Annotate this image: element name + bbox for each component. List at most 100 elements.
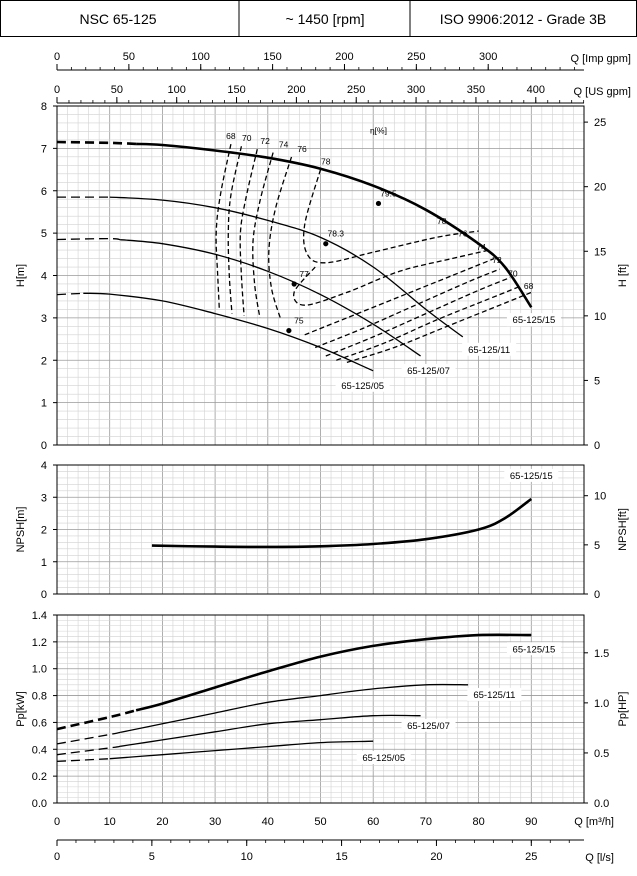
axis-tick-label: 15 (335, 851, 347, 863)
axis-tick-label: 300 (479, 51, 497, 63)
axis-tick-label: 5 (149, 851, 155, 863)
y-right-tick-label: 25 (594, 117, 606, 129)
axis-tick-label: 10 (104, 816, 116, 828)
axis-tick-label: 350 (467, 84, 485, 96)
y-right-tick-label: 1.0 (594, 698, 609, 710)
axis-tick-label: 300 (407, 84, 425, 96)
series-label-background (356, 751, 411, 765)
efficiency-point (291, 281, 297, 287)
efficiency-curve (336, 285, 522, 361)
series-label-background (506, 313, 561, 327)
y-right-tick-label: 5 (594, 375, 600, 387)
axis-tick-label: 25 (525, 851, 537, 863)
efficiency-curve-label: 74 (279, 140, 289, 150)
series-line (109, 196, 464, 338)
y-tick-label: 0.0 (32, 798, 47, 810)
axis-tick-label: 0 (54, 51, 60, 63)
axis-tick-label: 30 (209, 816, 221, 828)
y-right-axis-label: NPSH[ft] (617, 508, 629, 551)
series-name-label: 65-125/05 (341, 381, 384, 392)
efficiency-curve (304, 257, 495, 336)
axis-tick-label: 50 (111, 84, 123, 96)
series-line-dashed (56, 745, 121, 756)
top-axis-us-gpm-label: Q [US gpm] (574, 86, 631, 98)
y-right-tick-label: 20 (594, 182, 606, 194)
series-line (120, 239, 421, 357)
y-tick-label: 2 (41, 525, 47, 537)
efficiency-curve (293, 249, 490, 306)
y-tick-label: 1.2 (32, 637, 47, 649)
axis-tick-label: 50 (314, 816, 326, 828)
header-model: NSC 65-125 (79, 11, 156, 27)
efficiency-curve (268, 156, 293, 321)
efficiency-curve (239, 149, 258, 316)
efficiency-point-label: 77 (299, 269, 309, 279)
y-tick-label: 4 (41, 271, 47, 283)
axis-tick-label: 10 (241, 851, 253, 863)
efficiency-point-label: 75 (294, 316, 304, 326)
efficiency-side-label: 72 (492, 255, 502, 265)
bottom-axis-m3h-label: Q [m³/h] (574, 816, 614, 828)
series-label-background (462, 342, 517, 356)
y-right-tick-label: 0 (594, 589, 600, 601)
y-tick-label: 8 (41, 101, 47, 113)
efficiency-curve (346, 291, 532, 364)
series-line-dashed (56, 140, 137, 146)
series-line (151, 497, 533, 549)
efficiency-curve-label: 70 (242, 133, 252, 143)
y-right-tick-label: 5 (594, 540, 600, 552)
series-line (120, 714, 421, 747)
efficiency-side-label: 78 (437, 216, 447, 226)
plot-frame (56, 614, 585, 804)
npsh-panel: 0 1 2 3 4 0 5 10 NPSH[m] NPSH[ft] 65-125/15 (15, 460, 629, 601)
efficiency-point (375, 200, 382, 207)
axis-tick-label: 250 (407, 51, 425, 63)
axis-tick-label: 0 (54, 84, 60, 96)
axis-tick-label: 90 (525, 816, 537, 828)
series-label-background (467, 687, 522, 701)
series-line-dashed (56, 292, 84, 296)
series-line (109, 740, 374, 760)
efficiency-curve-label: 78 (321, 156, 331, 166)
bottom-axis-ls: 0 5 10 15 20 25 (54, 839, 584, 863)
axis-tick-label: 20 (430, 851, 442, 863)
efficiency-side-label: 74 (477, 242, 487, 252)
series-name-label: 65-125/07 (407, 366, 450, 377)
axis-tick-label: 0 (54, 851, 60, 863)
y-tick-label: 0.8 (32, 691, 47, 703)
y-tick-label: 2 (41, 355, 47, 367)
efficiency-curve-label: 72 (260, 136, 270, 146)
axis-tick-label: 200 (335, 51, 353, 63)
series-name-label: 65-125/15 (513, 315, 556, 326)
y-tick-label: 4 (41, 460, 47, 472)
efficiency-curve (252, 152, 274, 319)
y-axis-label: Pp[kW] (15, 691, 27, 726)
axis-tick-label: 0 (54, 816, 60, 828)
series-line (136, 142, 533, 309)
y-right-tick-label: 1.5 (594, 648, 609, 660)
series-label-background (335, 378, 390, 392)
series-name-label: 65-125/15 (513, 644, 556, 655)
efficiency-point-label: 79.5 (380, 188, 397, 198)
header-standard: ISO 9906:2012 - Grade 3B (440, 11, 607, 27)
axis-tick-label: 200 (287, 84, 305, 96)
y-right-tick-label: 0.5 (594, 748, 609, 760)
efficiency-side-label: 70 (508, 268, 518, 278)
y-right-axis-label: Pp[HP] (617, 692, 629, 727)
series-line-dashed (56, 237, 121, 241)
series-label-background (401, 718, 456, 732)
series-line (83, 292, 374, 372)
y-tick-label: 5 (41, 228, 47, 240)
efficiency-curve-label: 76 (297, 144, 307, 154)
series-name-label: 65-125/15 (510, 471, 553, 482)
efficiency-curve (227, 146, 243, 314)
efficiency-curve (325, 276, 511, 357)
y-right-tick-label: 10 (594, 311, 606, 323)
y-axis-label: NPSH[m] (15, 507, 27, 553)
axis-tick-label: 50 (123, 51, 135, 63)
axis-tick-label: 70 (420, 816, 432, 828)
power-panel: 0.0 0.2 0.4 0.6 0.8 1.0 1.2 1.4 0.0 0.5 1.0 1.5 Pp[k… (15, 610, 629, 810)
axis-tick-label: 400 (527, 84, 545, 96)
efficiency-curve (215, 143, 232, 310)
